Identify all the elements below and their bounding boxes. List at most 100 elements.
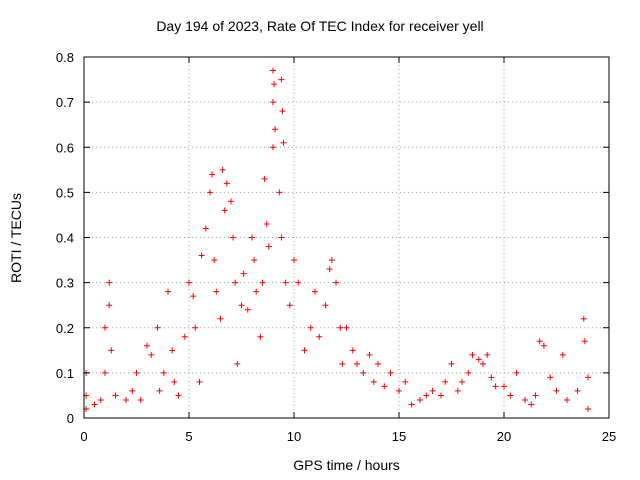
data-point [553, 387, 560, 394]
data-point [536, 338, 543, 345]
data-point [108, 347, 115, 354]
chart-title: Day 194 of 2023, Rate Of TEC Index for r… [156, 18, 484, 34]
data-point [585, 405, 591, 412]
data-point [207, 189, 213, 196]
y-tick-label: 0.7 [56, 95, 74, 110]
data-point [232, 279, 239, 286]
data-point [270, 67, 276, 74]
data-point [339, 360, 346, 367]
data-point [465, 369, 472, 376]
data-point [370, 378, 377, 385]
data-point [265, 243, 272, 250]
data-point [429, 387, 436, 394]
data-point [213, 288, 220, 295]
data-point [181, 333, 188, 340]
data-point [448, 360, 455, 367]
data-point [165, 288, 171, 295]
data-point [375, 360, 381, 367]
data-point [408, 401, 415, 408]
y-tick-label: 0.8 [56, 50, 74, 65]
data-point [501, 383, 507, 390]
data-point [381, 383, 388, 390]
data-point [580, 315, 587, 322]
data-point [211, 257, 218, 264]
data-point [270, 99, 276, 106]
data-point [574, 387, 581, 394]
data-point [540, 342, 547, 349]
y-tick-label: 0.4 [56, 231, 74, 246]
data-point [186, 279, 192, 286]
data-point [322, 302, 329, 309]
data-point [442, 378, 449, 385]
y-tick-label: 0.1 [56, 366, 74, 381]
data-point [156, 387, 163, 394]
ticks-layer: 0 0.1 0.2 0.3 0.4 0.5 0.6 0.7 0.8 0 5 10 15 20 25 [56, 50, 616, 444]
data-point [564, 396, 570, 403]
data-point [198, 252, 205, 259]
data-point [295, 279, 302, 286]
data-point [271, 81, 278, 88]
data-point [144, 342, 150, 349]
data-point [102, 324, 108, 331]
data-point [238, 302, 245, 309]
data-point [192, 324, 199, 331]
y-tick-label: 0.3 [56, 276, 74, 291]
data-point [480, 360, 486, 367]
data-point [202, 225, 209, 232]
data-point [160, 369, 167, 376]
data-point [154, 324, 161, 331]
data-point [349, 347, 356, 354]
data-point [585, 374, 591, 381]
data-point [307, 324, 314, 331]
data-point [217, 315, 224, 322]
x-tick-label: 25 [602, 429, 616, 444]
data-point [469, 351, 476, 358]
x-tick-label: 15 [392, 429, 406, 444]
data-point [253, 288, 260, 295]
data-point [475, 356, 482, 363]
data-point [272, 126, 279, 133]
data-point [137, 396, 144, 403]
data-point [279, 108, 286, 115]
data-point [507, 392, 514, 399]
grid-layer [84, 57, 609, 418]
data-point [171, 378, 178, 385]
data-point [259, 279, 266, 286]
y-tick-label: 0.2 [56, 321, 74, 336]
data-point [249, 234, 255, 241]
data-point [513, 369, 520, 376]
data-point [484, 351, 491, 358]
data-point [492, 383, 499, 390]
data-point [423, 392, 430, 399]
data-point [234, 360, 241, 367]
data-point [190, 293, 197, 300]
data-point [402, 378, 409, 385]
x-tick-label: 5 [185, 429, 192, 444]
data-point [559, 351, 566, 358]
data-point [209, 171, 216, 178]
data-point [282, 279, 289, 286]
data-point [522, 396, 528, 403]
data-point [532, 392, 539, 399]
data-point [488, 374, 495, 381]
data-point [360, 369, 367, 376]
data-point [417, 396, 423, 403]
data-point [223, 180, 230, 187]
data-point [106, 279, 113, 286]
data-point [251, 257, 258, 264]
data-point [148, 351, 155, 358]
data-point [528, 401, 535, 408]
data-point [244, 306, 251, 313]
data-point [219, 166, 226, 173]
data-point [337, 324, 344, 331]
data-point [454, 387, 461, 394]
data-point [102, 369, 108, 376]
data-point [312, 288, 318, 295]
data-point [333, 279, 339, 286]
x-axis-label: GPS time / hours [293, 457, 400, 473]
data-point [286, 302, 293, 309]
data-point [112, 392, 119, 399]
data-point [257, 333, 264, 340]
